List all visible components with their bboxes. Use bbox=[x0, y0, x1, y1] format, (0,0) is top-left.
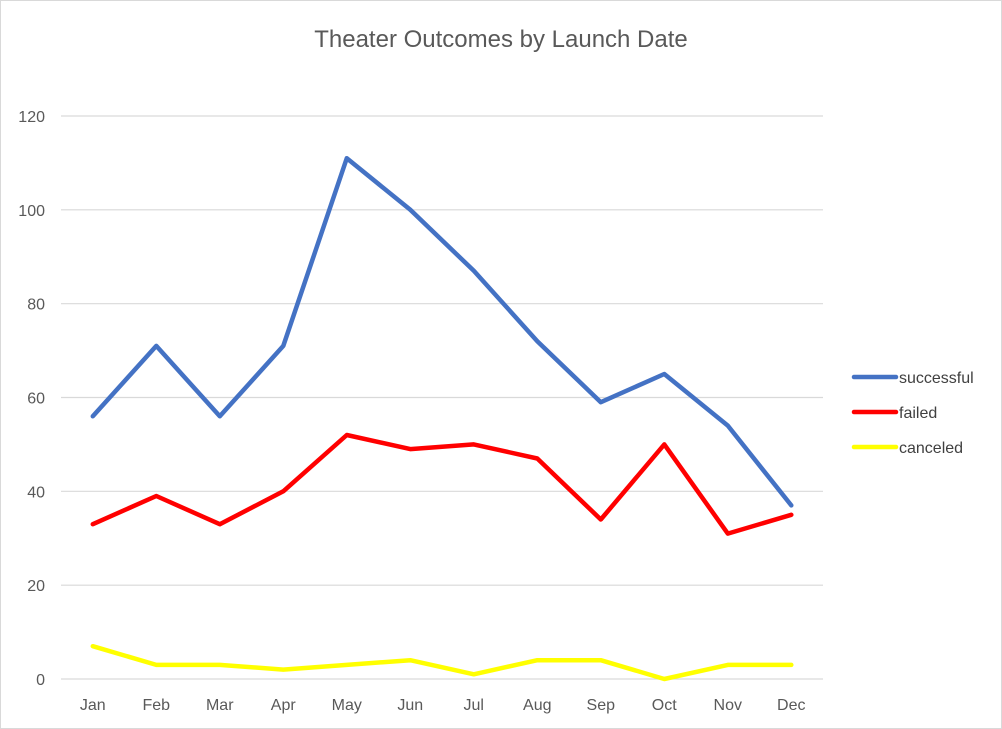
x-tick-label: Aug bbox=[523, 697, 551, 714]
y-axis-ticks: 0 20 40 60 80 100 120 bbox=[18, 109, 45, 689]
y-tick-label: 80 bbox=[27, 297, 45, 314]
series-line-canceled bbox=[90, 643, 794, 682]
y-tick-label: 120 bbox=[18, 109, 45, 126]
legend-label-failed: failed bbox=[899, 405, 937, 422]
x-tick-label: Dec bbox=[777, 697, 805, 714]
y-tick-label: 60 bbox=[27, 391, 45, 408]
series-lines bbox=[90, 155, 794, 682]
x-tick-label: Apr bbox=[271, 697, 297, 714]
legend-label-canceled: canceled bbox=[899, 440, 963, 457]
x-tick-label: Mar bbox=[206, 697, 234, 714]
series-line-failed bbox=[90, 432, 794, 536]
x-tick-label: May bbox=[332, 697, 362, 714]
x-tick-label: Jan bbox=[80, 697, 106, 714]
x-tick-label: Sep bbox=[587, 697, 616, 714]
x-tick-label: Jul bbox=[464, 697, 484, 714]
series-line-successful bbox=[90, 155, 794, 508]
y-tick-label: 0 bbox=[36, 672, 45, 689]
legend: successful failed canceled bbox=[851, 370, 974, 457]
x-tick-label: Nov bbox=[714, 697, 742, 714]
x-axis-ticks: Jan Feb Mar Apr May Jun Jul Aug Sep Oct Nov Dec bbox=[80, 697, 806, 714]
y-tick-label: 100 bbox=[18, 203, 45, 220]
x-tick-label: Feb bbox=[142, 697, 170, 714]
x-tick-label: Oct bbox=[652, 697, 677, 714]
gridlines bbox=[61, 115, 823, 680]
legend-label-successful: successful bbox=[899, 370, 974, 387]
x-tick-label: Jun bbox=[397, 697, 423, 714]
y-tick-label: 20 bbox=[27, 578, 45, 595]
y-tick-label: 40 bbox=[27, 484, 45, 501]
chart-title: Theater Outcomes by Launch Date bbox=[314, 26, 688, 53]
